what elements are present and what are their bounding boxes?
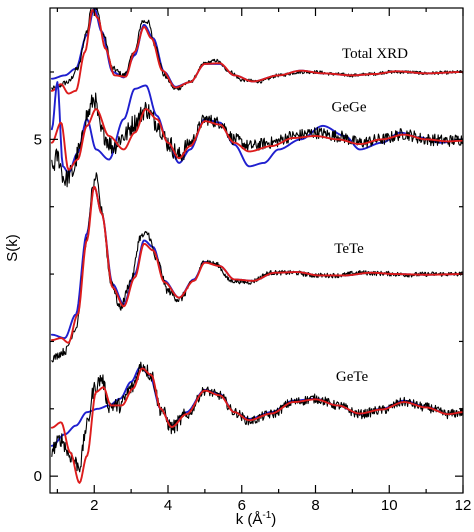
x-tick-label: 6 — [238, 497, 246, 514]
series-gege-blue — [50, 81, 463, 174]
series-tete-black — [51, 172, 463, 363]
x-tick-label: 10 — [381, 497, 398, 514]
labels-layer: Total XRD GeGe TeTe GeTe 2 4 6 8 10 12 0 5 — [34, 46, 472, 514]
panel-label-gete: GeTe — [336, 369, 369, 385]
x-tick-label: 2 — [90, 497, 98, 514]
series-gege-red — [50, 108, 463, 171]
x-axis-title-close: ) — [271, 511, 276, 528]
x-axis-title-sup: -1 — [262, 510, 271, 521]
ticks-layer — [50, 8, 464, 493]
series-gege-black — [51, 92, 463, 188]
y-tick-label: 0 — [34, 468, 42, 485]
series-tete-red — [50, 185, 463, 344]
series-total-xrd-red — [50, 9, 463, 95]
series-tete-blue — [50, 185, 463, 339]
x-axis-title-main: k (Å — [236, 511, 263, 528]
y-tick-label: 5 — [34, 131, 42, 148]
series-gete-red — [50, 367, 463, 484]
plot-frame — [49, 7, 464, 494]
y-axis-title: S(k) — [4, 234, 21, 262]
series-layer — [50, 8, 463, 484]
series-gete-black — [51, 361, 463, 473]
panel-label-tete: TeTe — [334, 241, 364, 257]
panel-label-total-xrd: Total XRD — [342, 46, 408, 62]
x-tick-label: 12 — [455, 497, 472, 514]
x-tick-label: 4 — [164, 497, 172, 514]
x-tick-label: 8 — [311, 497, 319, 514]
panel-label-gege: GeGe — [332, 99, 367, 115]
x-axis-title: k (Å-1) — [236, 510, 277, 528]
series-total-xrd-black — [51, 8, 463, 91]
